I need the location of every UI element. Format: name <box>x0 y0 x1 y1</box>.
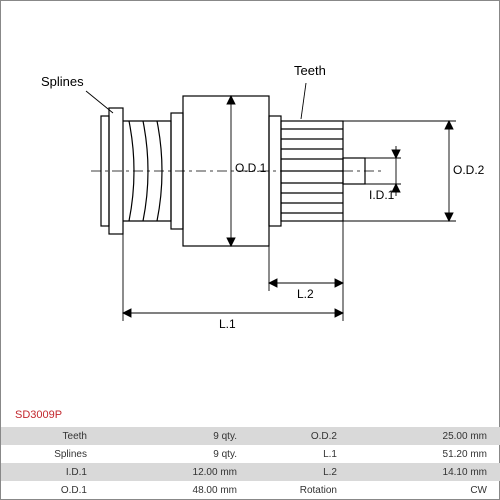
spec-val: 9 qty. <box>101 445 251 463</box>
spec-val: 48.00 mm <box>101 481 251 499</box>
spec-key: L.2 <box>251 463 351 481</box>
spec-key: Splines <box>1 445 101 463</box>
label-l1: L.1 <box>219 317 236 331</box>
spec-key: Teeth <box>1 427 101 445</box>
spec-key: O.D.2 <box>251 427 351 445</box>
label-id1: I.D.1 <box>369 188 394 202</box>
spec-key: I.D.1 <box>1 463 101 481</box>
spec-val: 51.20 mm <box>351 445 500 463</box>
spec-key: O.D.1 <box>1 481 101 499</box>
table-row: Splines9 qty.L.151.20 mm <box>1 445 500 463</box>
part-number: SD3009P <box>1 403 500 427</box>
table-row: O.D.148.00 mmRotationCW <box>1 481 500 499</box>
label-l2: L.2 <box>297 287 314 301</box>
label-splines: Splines <box>41 74 84 89</box>
spec-val: 12.00 mm <box>101 463 251 481</box>
spec-val: 9 qty. <box>101 427 251 445</box>
technical-drawing <box>1 1 500 363</box>
spec-val: 25.00 mm <box>351 427 500 445</box>
label-od1: O.D.1 <box>235 161 266 175</box>
spec-val: CW <box>351 481 500 499</box>
label-teeth: Teeth <box>294 63 326 78</box>
spec-table: Teeth9 qty.O.D.225.00 mmSplines9 qty.L.1… <box>1 427 500 499</box>
table-row: Teeth9 qty.O.D.225.00 mm <box>1 427 500 445</box>
spec-area: SD3009P Teeth9 qty.O.D.225.00 mmSplines9… <box>1 403 500 499</box>
label-od2: O.D.2 <box>453 163 484 177</box>
table-row: I.D.112.00 mmL.214.10 mm <box>1 463 500 481</box>
container: Splines Teeth O.D.1 I.D.1 O.D.2 L.2 L.1 … <box>0 0 500 500</box>
spec-key: L.1 <box>251 445 351 463</box>
spec-val: 14.10 mm <box>351 463 500 481</box>
spec-key: Rotation <box>251 481 351 499</box>
